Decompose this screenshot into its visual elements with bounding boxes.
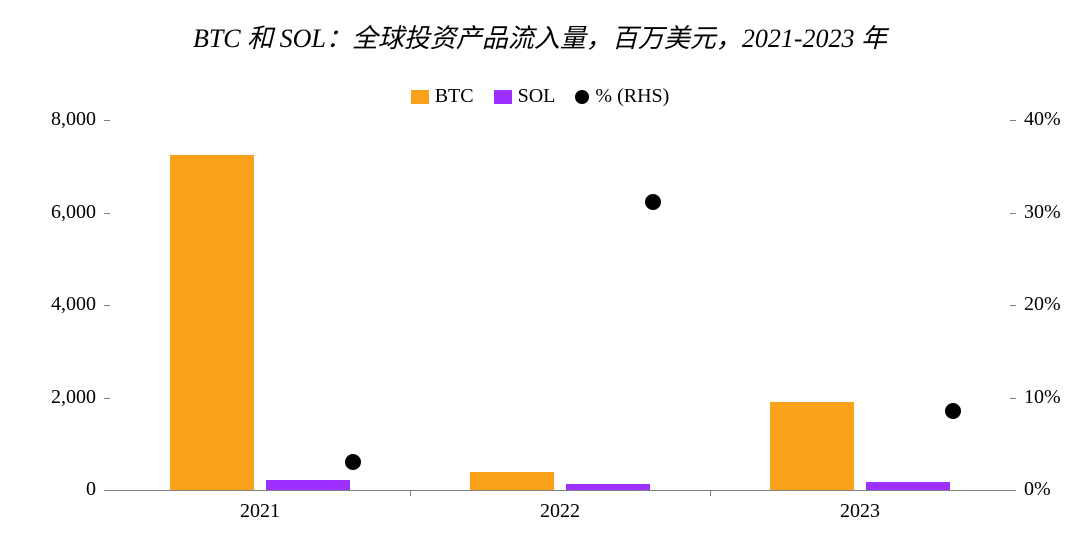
dot-pct [645,194,661,210]
x-axis-line [110,490,1010,491]
y-right-tick [1010,490,1016,491]
x-axis-tick [410,490,411,496]
bar-sol [866,482,950,490]
legend-marker-sol [494,90,512,104]
legend-item-btc: BTC [411,85,474,108]
x-axis-label: 2021 [220,500,300,523]
legend-marker-btc [411,90,429,104]
dot-pct [945,403,961,419]
y-right-tick [1010,120,1016,121]
chart-plot-area: 02,0004,0006,0008,0000%10%20%30%40%20212… [110,120,1010,490]
y-right-label: 20% [1024,293,1061,316]
y-right-label: 30% [1024,201,1061,224]
y-right-label: 0% [1024,478,1051,501]
y-left-label: 8,000 [51,108,96,131]
x-axis-tick [710,490,711,496]
y-right-tick [1010,213,1016,214]
y-left-tick [104,120,110,121]
x-axis-label: 2022 [520,500,600,523]
chart-title: BTC 和 SOL：全球投资产品流入量，百万美元，2021-2023 年 [0,18,1080,55]
legend-item-sol: SOL [494,85,556,108]
legend-marker-pct [575,90,589,104]
y-right-tick [1010,398,1016,399]
legend-label-sol: SOL [518,85,556,108]
bar-btc [470,472,554,490]
y-left-tick [104,305,110,306]
bar-btc [770,402,854,490]
legend-label-pct: % (RHS) [595,85,669,108]
y-right-tick [1010,305,1016,306]
x-axis-label: 2023 [820,500,900,523]
legend-label-btc: BTC [435,85,474,108]
y-right-label: 40% [1024,108,1061,131]
y-left-tick [104,213,110,214]
y-left-tick [104,398,110,399]
y-left-label: 6,000 [51,201,96,224]
bar-btc [170,155,254,490]
y-left-label: 4,000 [51,293,96,316]
y-right-label: 10% [1024,386,1061,409]
y-left-label: 0 [86,478,96,501]
bar-sol [566,484,650,490]
chart-legend: BTC SOL % (RHS) [0,85,1080,110]
y-left-label: 2,000 [51,386,96,409]
legend-item-pct: % (RHS) [575,85,669,108]
dot-pct [345,454,361,470]
y-left-tick [104,490,110,491]
page-root: BTC 和 SOL：全球投资产品流入量，百万美元，2021-2023 年 BTC… [0,0,1080,555]
bar-sol [266,480,350,490]
